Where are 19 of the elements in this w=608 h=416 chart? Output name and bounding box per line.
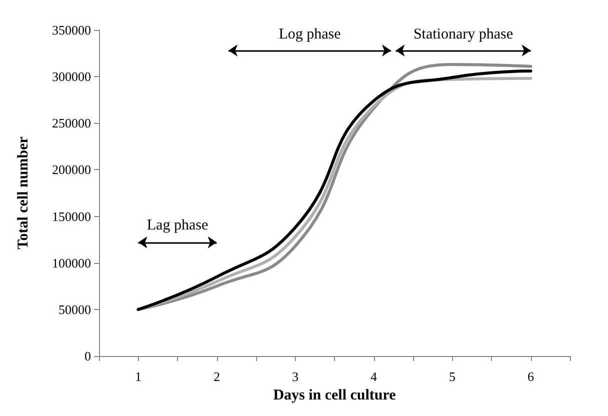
x-tick-label: 6: [528, 369, 534, 384]
x-tick-label: 2: [214, 369, 220, 384]
x-tick-label: 5: [449, 369, 456, 384]
x-tick-label: 4: [370, 369, 378, 384]
y-tick-label: 50000: [58, 302, 91, 317]
y-tick-label: 150000: [52, 208, 91, 224]
y-tick-label: 250000: [52, 116, 91, 131]
y-tick-label: 300000: [52, 69, 91, 84]
x-tick-label: 3: [292, 369, 298, 384]
y-tick-label: 350000: [52, 22, 91, 38]
annotation: Lag phase: [146, 218, 208, 234]
y-axis-title: Total cell number: [16, 136, 32, 250]
y-tick-label: 200000: [52, 162, 91, 178]
x-axis-title: Days in cell culture: [273, 388, 396, 404]
y-tick-label: 100000: [52, 255, 91, 270]
x-tick-label: 1: [135, 369, 142, 384]
annotation: Stationary phase: [413, 26, 514, 43]
annotation: Log phase: [278, 26, 342, 43]
y-tick-label: 0: [84, 348, 91, 364]
